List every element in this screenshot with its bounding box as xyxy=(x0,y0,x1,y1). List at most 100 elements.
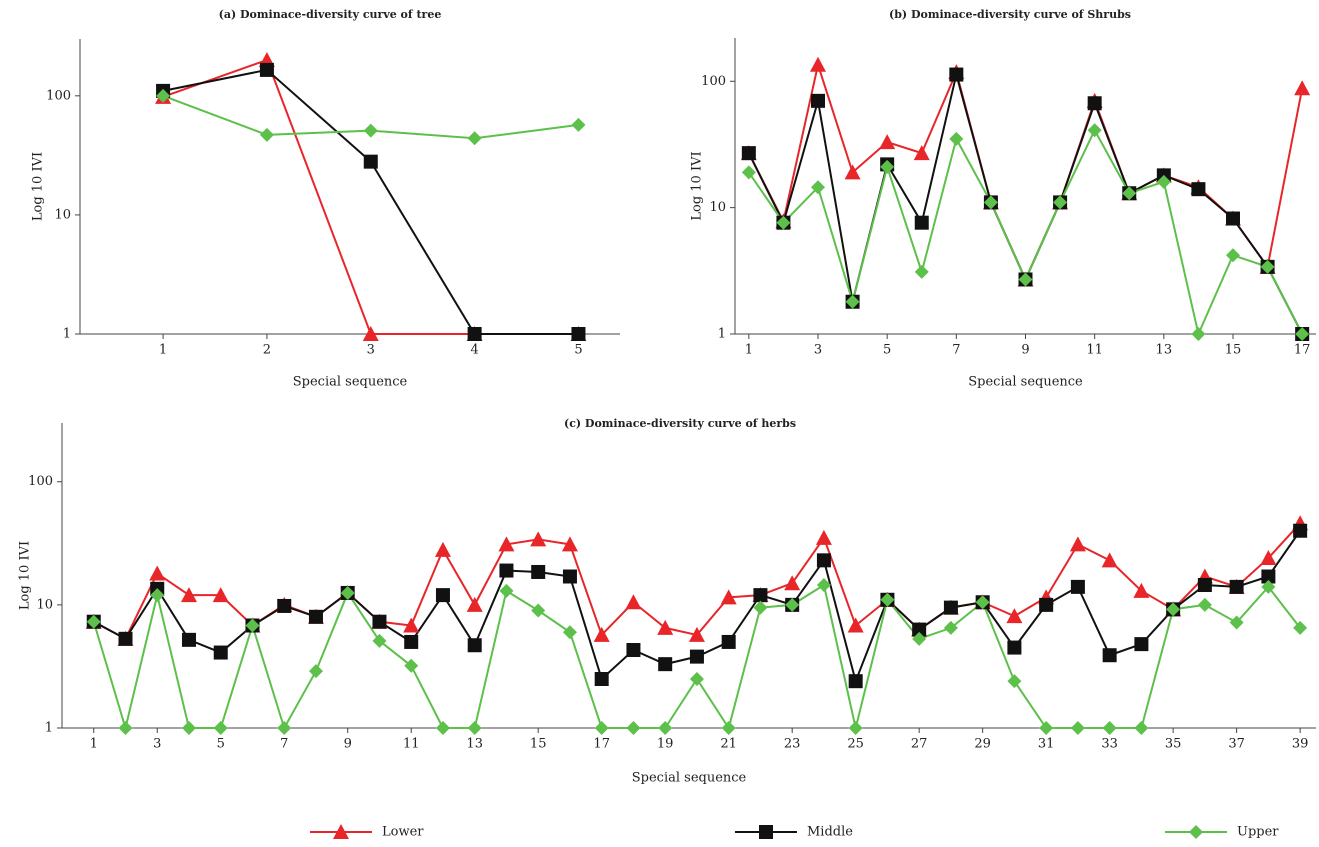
x-tick-label: 31 xyxy=(1038,737,1055,752)
x-tick-label: 35 xyxy=(1165,737,1182,752)
legend-label: Upper xyxy=(1237,825,1279,840)
x-tick-label: 13 xyxy=(466,737,483,752)
data-point xyxy=(1166,602,1181,617)
data-point xyxy=(975,595,990,610)
legend-marker xyxy=(759,825,773,839)
x-tick-label: 3 xyxy=(367,343,375,358)
data-point xyxy=(776,215,791,230)
data-point xyxy=(848,721,863,735)
legend-label: Lower xyxy=(382,825,424,840)
x-tick-label: 3 xyxy=(153,737,161,752)
y-tick-label: 10 xyxy=(36,597,53,612)
data-point xyxy=(811,180,825,195)
data-point xyxy=(308,664,323,679)
data-point xyxy=(259,62,274,77)
data-point xyxy=(1134,721,1149,735)
data-point xyxy=(626,643,641,658)
data-point xyxy=(1260,550,1277,566)
data-point xyxy=(847,617,864,633)
data-point xyxy=(403,617,420,633)
x-axis-label: Special sequence xyxy=(968,375,1083,390)
data-point xyxy=(880,592,895,607)
x-axis-label: Special sequence xyxy=(293,375,408,390)
data-point xyxy=(212,587,229,603)
data-point xyxy=(1156,174,1171,189)
series-line xyxy=(747,74,1304,335)
series-line xyxy=(162,58,579,335)
x-tick-label: 11 xyxy=(1086,343,1103,358)
data-point xyxy=(1102,721,1117,735)
x-tick-label: 2 xyxy=(263,343,271,358)
data-point xyxy=(912,622,927,637)
data-point xyxy=(880,159,895,174)
data-point xyxy=(245,618,260,633)
series-line xyxy=(748,128,1304,338)
x-tick-label: 5 xyxy=(217,737,225,752)
data-point xyxy=(949,131,964,146)
data-point xyxy=(1261,579,1276,594)
data-point xyxy=(372,614,387,629)
x-tick-label: 25 xyxy=(847,737,864,752)
data-point xyxy=(720,589,737,605)
data-point xyxy=(1191,327,1206,341)
data-point xyxy=(657,619,674,635)
x-tick-label: 1 xyxy=(90,737,98,752)
data-point xyxy=(594,672,609,687)
data-point xyxy=(1101,552,1118,568)
data-point xyxy=(1070,579,1085,594)
data-point xyxy=(913,145,930,161)
data-point xyxy=(949,67,964,82)
data-point xyxy=(1134,637,1149,652)
data-point xyxy=(914,215,929,230)
y-axis-label: Log 10 IVI xyxy=(18,541,33,610)
data-point xyxy=(434,541,451,557)
data-point xyxy=(593,626,610,642)
data-point xyxy=(1018,272,1033,287)
data-point xyxy=(277,598,292,613)
x-tick-label: 4 xyxy=(470,343,478,358)
x-tick-label: 9 xyxy=(344,737,352,752)
data-point xyxy=(1226,211,1240,226)
y-tick-label: 1 xyxy=(45,721,53,736)
y-axis-label: Log 10 IVI xyxy=(690,151,705,220)
data-point xyxy=(689,649,704,664)
x-tick-label: 15 xyxy=(530,737,547,752)
data-point xyxy=(816,553,831,568)
data-point xyxy=(811,93,825,108)
x-tick-label: 23 xyxy=(784,737,801,752)
x-tick-label: 27 xyxy=(911,737,928,752)
data-point xyxy=(721,634,736,649)
chart-title: (a) Dominace-diversity curve of tree xyxy=(219,8,442,21)
x-tick-label: 29 xyxy=(974,737,991,752)
data-point xyxy=(810,56,826,72)
data-point xyxy=(1007,674,1022,689)
data-point xyxy=(149,565,166,581)
data-point xyxy=(1197,578,1212,593)
x-axis-label: Special sequence xyxy=(632,771,747,786)
x-tick-label: 37 xyxy=(1228,737,1245,752)
x-tick-label: 33 xyxy=(1101,737,1118,752)
data-point xyxy=(753,588,768,603)
data-point xyxy=(118,721,133,735)
data-point xyxy=(848,674,863,689)
legend-marker xyxy=(333,824,349,839)
x-tick-label: 39 xyxy=(1292,737,1309,752)
data-point xyxy=(1191,182,1206,197)
y-tick-label: 100 xyxy=(46,88,71,103)
data-point xyxy=(943,620,958,635)
data-point xyxy=(912,631,927,646)
legend-label: Middle xyxy=(807,825,853,840)
data-point xyxy=(156,88,171,103)
data-point xyxy=(1102,648,1117,663)
data-point xyxy=(1226,248,1240,263)
data-point xyxy=(1261,569,1276,584)
x-tick-label: 17 xyxy=(593,737,610,752)
data-point xyxy=(1260,259,1275,274)
data-point xyxy=(1122,186,1137,201)
data-point xyxy=(86,614,101,629)
data-point xyxy=(467,131,482,146)
data-point xyxy=(594,721,609,735)
data-point xyxy=(467,721,482,735)
data-point xyxy=(118,631,133,646)
